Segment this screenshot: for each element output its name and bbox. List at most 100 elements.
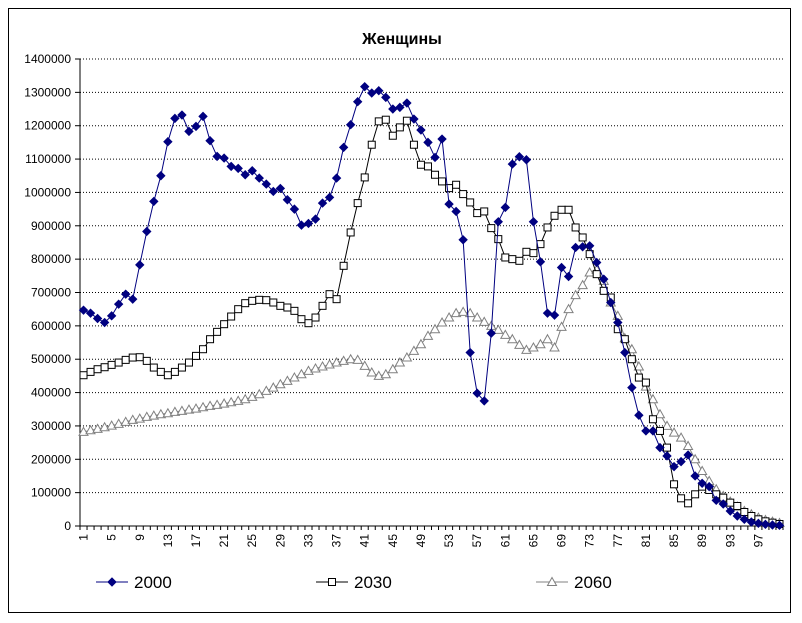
data-point	[613, 317, 623, 328]
data-point	[296, 368, 307, 379]
data-point	[507, 159, 518, 169]
data-point	[318, 301, 327, 310]
y-tick-label: 1400000	[24, 52, 71, 66]
data-point	[388, 131, 397, 140]
data-point	[155, 408, 167, 419]
data-point	[128, 294, 138, 304]
data-point	[480, 207, 489, 216]
data-point	[647, 393, 659, 404]
x-tick-label: 9	[133, 534, 147, 541]
data-point	[691, 490, 700, 499]
data-point	[499, 329, 511, 339]
data-point	[380, 368, 392, 379]
data-point	[654, 408, 666, 419]
data-point	[429, 323, 441, 334]
data-point	[437, 134, 447, 144]
data-point	[753, 518, 764, 529]
data-point	[106, 311, 117, 321]
data-point	[459, 190, 468, 199]
data-point	[247, 166, 257, 176]
data-point	[260, 385, 272, 395]
y-tick-label: 1200000	[24, 119, 71, 133]
data-point	[528, 217, 539, 227]
data-point	[648, 426, 658, 436]
data-point	[162, 407, 174, 418]
data-point	[472, 388, 482, 398]
data-point	[219, 153, 229, 163]
x-tick-label: 1	[77, 534, 91, 541]
axes: 0 100000 200000 300000 400000 500000 600000 700…	[24, 52, 784, 548]
data-point	[395, 102, 405, 113]
data-point	[289, 372, 300, 382]
data-point	[550, 211, 559, 220]
x-tick-label: 93	[723, 534, 737, 548]
data-point	[156, 171, 166, 181]
y-tick-label: 1100000	[25, 152, 71, 166]
data-point	[367, 140, 376, 149]
data-point	[726, 498, 735, 507]
data-point	[570, 242, 581, 253]
data-point	[473, 209, 482, 218]
legend-item-2030: 2030	[316, 573, 392, 592]
data-point	[352, 354, 364, 364]
data-point	[627, 382, 637, 393]
x-tick-label: 69	[555, 534, 569, 548]
data-point	[508, 255, 517, 264]
data-point	[170, 113, 180, 124]
data-point	[494, 235, 503, 244]
y-tick-label: 800000	[31, 252, 71, 266]
data-point	[515, 256, 524, 265]
data-point	[457, 306, 469, 316]
data-point	[760, 519, 771, 530]
x-tick-label: 49	[414, 534, 428, 548]
data-point	[381, 92, 391, 103]
data-point	[191, 121, 201, 132]
data-point	[127, 414, 139, 424]
data-point	[212, 151, 222, 162]
data-point	[620, 347, 630, 358]
data-point	[641, 378, 650, 387]
data-point	[86, 367, 95, 376]
data-point	[543, 223, 552, 232]
data-point	[78, 305, 89, 315]
data-point	[409, 140, 418, 149]
data-point	[402, 98, 412, 108]
data-point	[690, 471, 700, 481]
data-point	[542, 333, 553, 344]
data-point	[563, 303, 574, 314]
series-layer	[78, 81, 785, 531]
x-tick-label: 89	[695, 534, 709, 548]
data-point	[325, 290, 334, 299]
data-point	[542, 308, 553, 318]
data-point	[121, 355, 130, 364]
x-tick-label: 21	[217, 534, 231, 548]
data-point	[204, 400, 216, 410]
data-point	[282, 195, 293, 205]
data-point	[220, 320, 229, 329]
data-point	[199, 345, 208, 354]
data-point	[234, 305, 243, 314]
data-point	[648, 415, 657, 424]
data-point	[163, 137, 173, 147]
data-point	[401, 352, 413, 362]
data-point	[269, 298, 278, 307]
x-tick-label: 57	[470, 534, 484, 548]
x-tick-label: 25	[245, 534, 259, 548]
data-point	[683, 450, 693, 460]
data-point	[283, 303, 292, 312]
data-point	[135, 353, 144, 362]
data-point	[246, 391, 258, 401]
data-point	[402, 116, 411, 125]
data-point	[141, 411, 153, 421]
y-tick-label: 500000	[31, 352, 71, 366]
data-point	[578, 233, 587, 242]
legend-marker	[328, 578, 336, 586]
data-point	[584, 241, 595, 251]
y-tick-label: 1000000	[24, 185, 71, 199]
data-point	[732, 511, 743, 521]
data-point	[592, 270, 601, 279]
data-point	[290, 306, 299, 315]
data-point	[267, 382, 279, 392]
chart-title: Женщины	[361, 31, 442, 48]
